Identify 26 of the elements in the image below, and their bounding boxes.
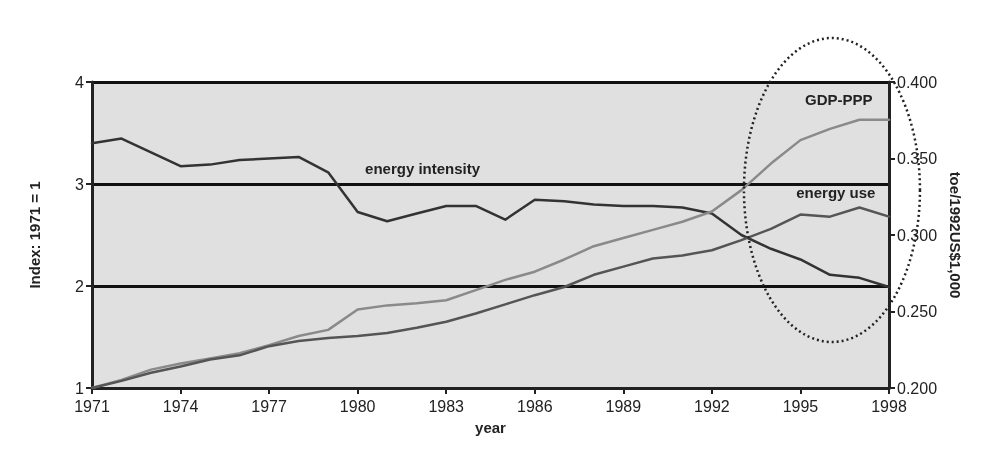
- y-tick-label: 3: [75, 175, 85, 193]
- line-series: [90, 137, 891, 289]
- x-tick-label: 1989: [605, 397, 642, 415]
- x-tick-label: 1983: [428, 397, 465, 415]
- x-tick-label: 1971: [74, 397, 110, 415]
- x-tick-label: 1986: [516, 397, 553, 415]
- y2-tick-label: 0.300: [897, 226, 938, 244]
- series-label: energy intensity: [365, 160, 481, 178]
- y-tick-label: 1: [75, 379, 85, 397]
- x-axis-title: year: [475, 419, 507, 436]
- x-tick-label: 1998: [871, 397, 907, 415]
- x-tick-label: 1977: [251, 397, 288, 415]
- y-tick-label: 4: [75, 73, 85, 91]
- y2-tick-label: 0.400: [897, 73, 938, 91]
- series-label: energy use: [796, 183, 876, 201]
- x-tick-label: 1992: [694, 397, 730, 415]
- y-tick-label: 2: [75, 277, 85, 295]
- y2-tick-label: 0.250: [897, 303, 938, 320]
- series-label: GDP-PPP: [805, 90, 873, 108]
- x-tick-label: 1974: [162, 397, 199, 415]
- y2-tick-label: 0.200: [897, 379, 938, 397]
- y2-axis-title: toe/1992US$1,000: [946, 171, 964, 299]
- x-tick-label: 1995: [782, 397, 819, 415]
- y-axis-title: Index: 1971 = 1: [26, 181, 43, 289]
- x-tick-label: 1980: [339, 397, 376, 415]
- y2-tick-label: 0.350: [897, 150, 938, 167]
